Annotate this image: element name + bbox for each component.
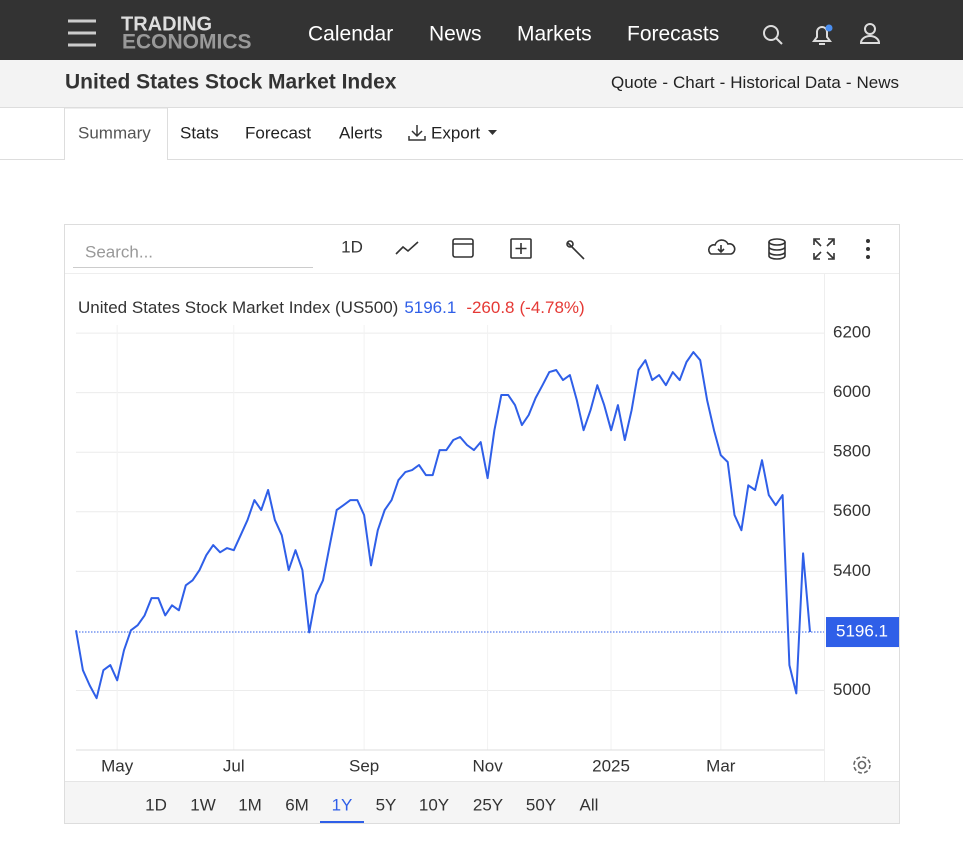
nav-link[interactable]: News bbox=[429, 23, 482, 46]
interval-button[interactable]: 1D bbox=[341, 237, 363, 256]
y-tick-label: 5000 bbox=[833, 680, 871, 699]
x-tick-label: 2025 bbox=[592, 756, 630, 775]
title-link[interactable]: Chart bbox=[673, 73, 715, 92]
range-button[interactable]: 10Y bbox=[419, 795, 449, 814]
link-separator: - bbox=[662, 73, 668, 92]
tab[interactable]: Alerts bbox=[339, 123, 382, 142]
last-price-tag-label: 5196.1 bbox=[836, 622, 888, 641]
logo-bottom[interactable]: ECONOMICS bbox=[122, 31, 252, 54]
title-link[interactable]: News bbox=[856, 73, 899, 92]
x-tick-label: Jul bbox=[223, 756, 245, 775]
nav-link[interactable]: Markets bbox=[517, 23, 592, 46]
tab-gap bbox=[65, 158, 167, 161]
range-button[interactable]: All bbox=[580, 795, 599, 814]
page-title: United States Stock Market Index bbox=[65, 71, 397, 94]
chart-widget bbox=[64, 224, 900, 824]
active-tab bbox=[64, 107, 168, 160]
notification-dot bbox=[825, 24, 833, 32]
tab[interactable]: Export bbox=[431, 123, 480, 142]
title-bar bbox=[0, 60, 963, 107]
x-tick-label: May bbox=[101, 756, 134, 775]
x-tick-label: Nov bbox=[472, 756, 503, 775]
range-button[interactable]: 6M bbox=[285, 795, 309, 814]
title-link[interactable]: Quote bbox=[611, 73, 657, 92]
menu-icon[interactable] bbox=[68, 19, 96, 47]
tab[interactable]: Summary bbox=[78, 123, 151, 142]
range-button[interactable]: 25Y bbox=[473, 795, 503, 814]
range-bar bbox=[65, 781, 899, 823]
tab[interactable]: Forecast bbox=[245, 123, 311, 142]
range-button[interactable]: 5Y bbox=[376, 795, 397, 814]
title-link[interactable]: Historical Data bbox=[730, 73, 841, 92]
range-button[interactable]: 1D bbox=[145, 795, 167, 814]
nav-link[interactable]: Forecasts bbox=[627, 23, 719, 46]
change-percent: (-4.78%) bbox=[520, 298, 585, 317]
nav-link[interactable]: Calendar bbox=[308, 23, 393, 46]
link-separator: - bbox=[720, 73, 726, 92]
more-icon[interactable] bbox=[866, 239, 870, 259]
toolbar-icons[interactable] bbox=[395, 238, 835, 260]
export-icon[interactable] bbox=[408, 125, 426, 141]
y-tick-label: 6000 bbox=[833, 382, 871, 401]
settings-icon[interactable] bbox=[853, 756, 871, 774]
nav-icons[interactable] bbox=[763, 23, 881, 45]
logo-top[interactable]: TRADING bbox=[121, 13, 212, 35]
search-input[interactable]: Search... bbox=[85, 242, 153, 261]
y-tick-label: 6200 bbox=[833, 323, 871, 342]
change: -260.8 bbox=[466, 298, 514, 317]
x-tick-label: Sep bbox=[349, 756, 379, 775]
link-separator: - bbox=[846, 73, 852, 92]
y-tick-label: 5400 bbox=[833, 561, 871, 580]
last-price: 5196.1 bbox=[404, 298, 456, 317]
range-button[interactable]: 50Y bbox=[526, 795, 556, 814]
chart-title: United States Stock Market Index (US500) bbox=[78, 298, 398, 317]
y-tick-label: 5800 bbox=[833, 442, 871, 461]
range-button[interactable]: 1W bbox=[190, 795, 216, 814]
title-links: Quote - Chart - Historical Data - News bbox=[611, 73, 899, 92]
tab[interactable]: Stats bbox=[180, 123, 219, 142]
range-button[interactable]: 1Y bbox=[332, 795, 353, 814]
export-caret[interactable] bbox=[488, 130, 497, 135]
x-tick-label: Mar bbox=[706, 756, 736, 775]
range-button[interactable]: 1M bbox=[238, 795, 262, 814]
y-tick-label: 5600 bbox=[833, 501, 871, 520]
last-price-tag bbox=[826, 617, 899, 648]
price-line bbox=[75, 351, 811, 700]
chart-header: United States Stock Market Index (US500)… bbox=[78, 298, 585, 317]
navbar bbox=[0, 0, 963, 60]
